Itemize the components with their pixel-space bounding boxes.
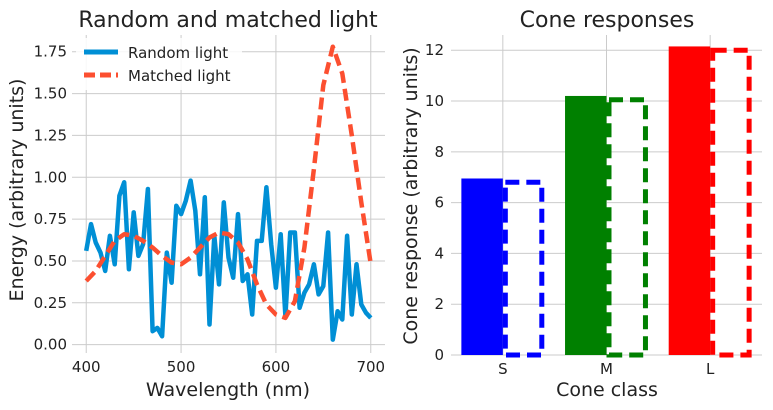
left-x-tick-label: 700 xyxy=(356,358,385,376)
right-y-tick-label: 4 xyxy=(434,244,444,262)
left-legend: Random light Matched light xyxy=(76,38,242,90)
left-x-tick-label: 600 xyxy=(262,358,291,376)
bar-m-solid xyxy=(565,95,607,355)
right-x-tick-label: M xyxy=(600,360,613,378)
left-y-tick-label: 0.50 xyxy=(34,252,67,270)
right-y-tick-label: 12 xyxy=(425,41,444,59)
left-y-tick-label: 1.00 xyxy=(34,168,67,186)
left-x-axis-label: Wavelength (nm) xyxy=(146,379,310,401)
left-chart-title: Random and matched light xyxy=(78,8,378,33)
left-y-axis-label: Energy (arbitrary units) xyxy=(6,79,28,302)
right-chart-title: Cone responses xyxy=(520,8,695,33)
right-y-tick-label: 8 xyxy=(434,143,444,161)
right-y-tick-label: 0 xyxy=(434,346,444,364)
right-y-tick-label: 10 xyxy=(425,92,444,110)
right-y-tick-labels: 0 2 4 6 8 10 12 xyxy=(425,41,444,364)
right-x-tick-label: S xyxy=(498,360,508,378)
left-y-tick-labels: 0.00 0.25 0.50 0.75 1.00 1.25 1.50 1.75 xyxy=(34,43,67,354)
bar-s-solid xyxy=(461,178,503,355)
left-x-tick-label: 400 xyxy=(72,358,101,376)
left-series-lines xyxy=(83,44,374,342)
left-y-tick-label: 1.50 xyxy=(34,85,67,103)
right-y-tick-label: 6 xyxy=(434,194,444,212)
left-y-tick-label: 0.75 xyxy=(34,210,67,228)
left-y-tick-label: 1.75 xyxy=(34,43,67,61)
right-y-tick-label: 2 xyxy=(434,295,444,313)
left-chart-panel: 400 500 600 700 0.00 0.25 0.50 0.75 1.00 1.25 1.5… xyxy=(6,8,385,401)
legend-label-random-light: Random light xyxy=(128,44,228,62)
right-bars xyxy=(461,46,752,358)
left-y-tick-label: 0.00 xyxy=(34,336,67,354)
legend-label-matched-light: Matched light xyxy=(128,67,231,85)
left-x-tick-labels: 400 500 600 700 xyxy=(72,358,385,376)
line-series-random-light xyxy=(83,178,373,342)
left-y-tick-label: 1.25 xyxy=(34,126,67,144)
right-x-tick-label: L xyxy=(706,360,715,378)
left-y-tick-label: 0.25 xyxy=(34,294,67,312)
left-x-tick-label: 500 xyxy=(167,358,196,376)
bar-l-dashed xyxy=(710,47,752,358)
right-y-axis-label: Cone response (arbitrary units) xyxy=(400,47,422,344)
line-series-matched-light xyxy=(84,44,374,321)
bar-l-solid xyxy=(668,46,711,356)
right-x-axis-label: Cone class xyxy=(556,379,658,401)
